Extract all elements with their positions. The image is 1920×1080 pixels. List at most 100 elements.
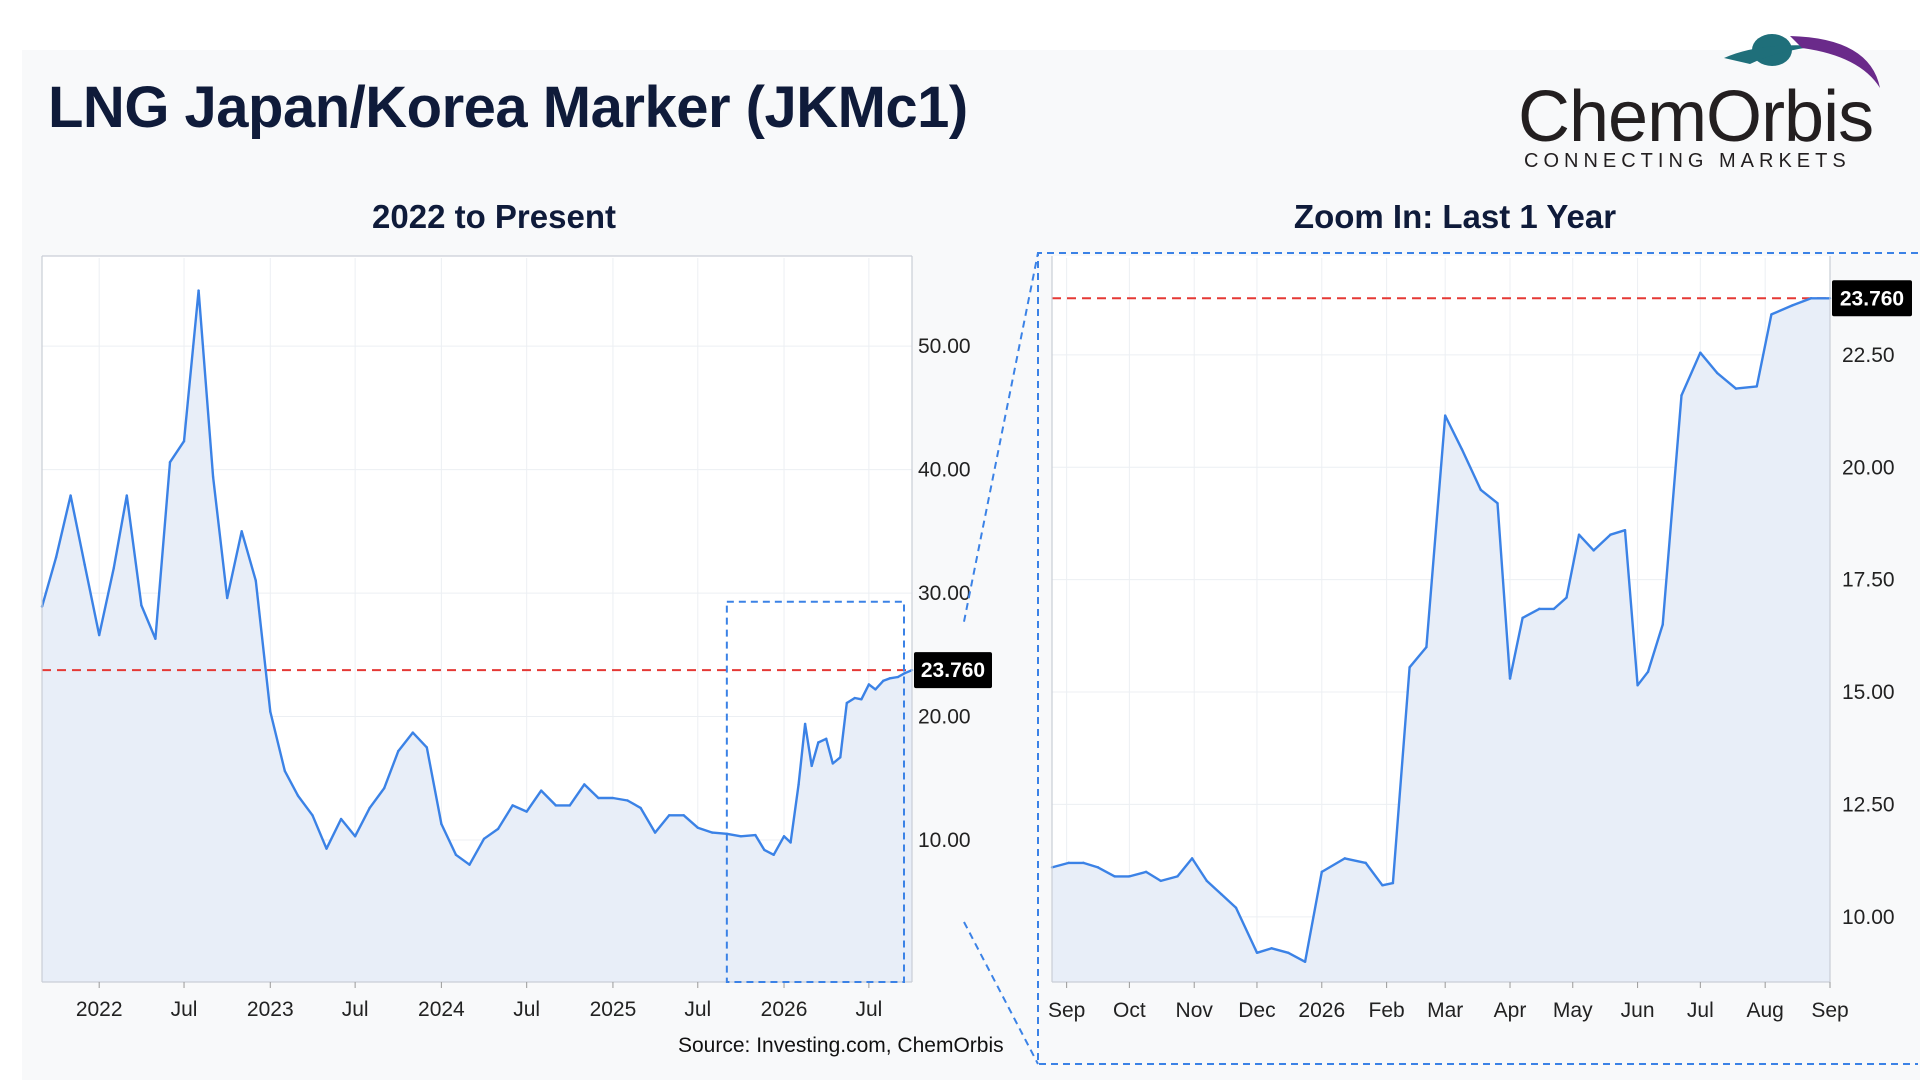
right-data-point (1067, 861, 1070, 865)
left-xtick-label: 2026 (761, 998, 808, 1021)
right-data-point (1538, 607, 1541, 611)
right-xtick-label: Oct (1113, 999, 1146, 1022)
left-data-point (903, 672, 906, 675)
right-xtick-label: May (1553, 999, 1593, 1022)
right-data-point (1082, 861, 1085, 865)
left-xtick-label: Jul (855, 998, 882, 1021)
right-xtick-label: Sep (1811, 999, 1848, 1022)
left-data-point (197, 289, 200, 292)
right-xtick-label: Apr (1494, 999, 1527, 1022)
right-data-point (1715, 371, 1719, 375)
left-ytick-label: 30.00 (918, 582, 971, 605)
right-data-point (1699, 351, 1702, 354)
left-data-point (240, 530, 243, 533)
left-data-point (296, 794, 300, 797)
left-data-point (682, 814, 685, 817)
right-ytick-label: 15.00 (1842, 681, 1895, 704)
left-data-point (496, 827, 500, 831)
right-data-point (1565, 596, 1568, 599)
right-data-point (1425, 645, 1428, 649)
left-data-point (825, 737, 828, 740)
right-current-value-label: 23.760 (1840, 287, 1904, 310)
left-data-point (782, 835, 786, 838)
left-data-point (860, 698, 863, 701)
left-series-line (40, 289, 913, 866)
left-data-point (269, 710, 272, 713)
left-data-point (540, 789, 543, 792)
chemorbis-logo: ChemOrbis CONNECTING MARKETS (1510, 28, 1910, 178)
left-data-point (154, 637, 157, 640)
right-data-point (1391, 881, 1395, 885)
left-data-point (817, 741, 820, 744)
left-data-point (83, 563, 86, 566)
left-series-area (42, 290, 912, 983)
left-xtick-label: Jul (342, 998, 369, 1021)
left-data-point (325, 847, 328, 850)
left-data-point (763, 848, 766, 852)
left-current-value-badge (914, 652, 992, 689)
right-data-point (1460, 448, 1464, 451)
right-data-point (1508, 677, 1512, 680)
left-data-point (772, 853, 775, 857)
left-data-point (140, 604, 143, 607)
left-data-point (845, 701, 849, 705)
left-data-point (311, 814, 314, 817)
left-data-point (368, 806, 371, 810)
left-current-value-label: 23.760 (921, 659, 985, 682)
left-data-point (789, 841, 792, 844)
left-data-point (353, 835, 357, 838)
right-ytick-label: 17.50 (1842, 569, 1895, 592)
left-data-point (397, 749, 400, 753)
page-title: LNG Japan/Korea Marker (JKMc1) (48, 75, 968, 140)
left-data-point (667, 814, 671, 817)
zoom-frame (1037, 252, 1918, 1065)
left-data-point (125, 494, 129, 497)
source-note: Source: Investing.com, ChemOrbis (678, 1034, 1004, 1057)
right-data-point (1234, 906, 1238, 910)
right-data-point (1190, 857, 1194, 860)
zoom-connector-top (963, 252, 1039, 622)
left-data-point (882, 679, 885, 682)
left-data-point (739, 835, 743, 838)
left-data-point (112, 567, 115, 570)
left-data-point (482, 837, 486, 840)
right-data-point (1521, 616, 1524, 620)
left-chart-title: 2022 to Present (372, 198, 616, 235)
right-data-point (1205, 879, 1208, 883)
right-data-point (1479, 488, 1482, 491)
right-data-point (1381, 884, 1384, 887)
left-data-point (425, 746, 429, 749)
left-data-point (639, 806, 642, 810)
right-xtick-label: Jul (1687, 999, 1714, 1022)
right-data-point (1661, 623, 1664, 626)
logo-tagline: CONNECTING MARKETS (1524, 150, 1851, 172)
left-data-point (69, 494, 72, 497)
right-data-point (1734, 387, 1738, 390)
right-xtick-label: Nov (1176, 999, 1214, 1022)
left-xtick-label: 2022 (76, 998, 123, 1021)
right-data-point (1364, 861, 1367, 865)
right-data-point (1791, 304, 1794, 307)
left-data-point (853, 696, 857, 700)
left-data-point (754, 833, 757, 837)
right-data-point (1770, 313, 1773, 316)
right-data-point (1303, 960, 1307, 963)
left-data-point (339, 817, 343, 821)
left-data-point (810, 764, 813, 768)
left-data-point (411, 731, 414, 734)
right-data-point (1609, 533, 1612, 536)
right-data-point (1443, 414, 1447, 417)
left-data-point (468, 863, 471, 866)
left-xtick-label: 2024 (418, 998, 465, 1021)
logo-swoosh-icon (1724, 34, 1880, 88)
left-xtick-label: Jul (171, 998, 198, 1021)
left-data-point (803, 722, 807, 726)
right-data-point (1646, 670, 1650, 674)
left-data-point (711, 831, 714, 834)
left-data-point (225, 596, 229, 600)
right-data-point (1636, 684, 1639, 687)
left-data-point (888, 677, 892, 680)
left-ytick-label: 50.00 (918, 335, 971, 358)
right-xtick-label: Jun (1621, 999, 1655, 1022)
